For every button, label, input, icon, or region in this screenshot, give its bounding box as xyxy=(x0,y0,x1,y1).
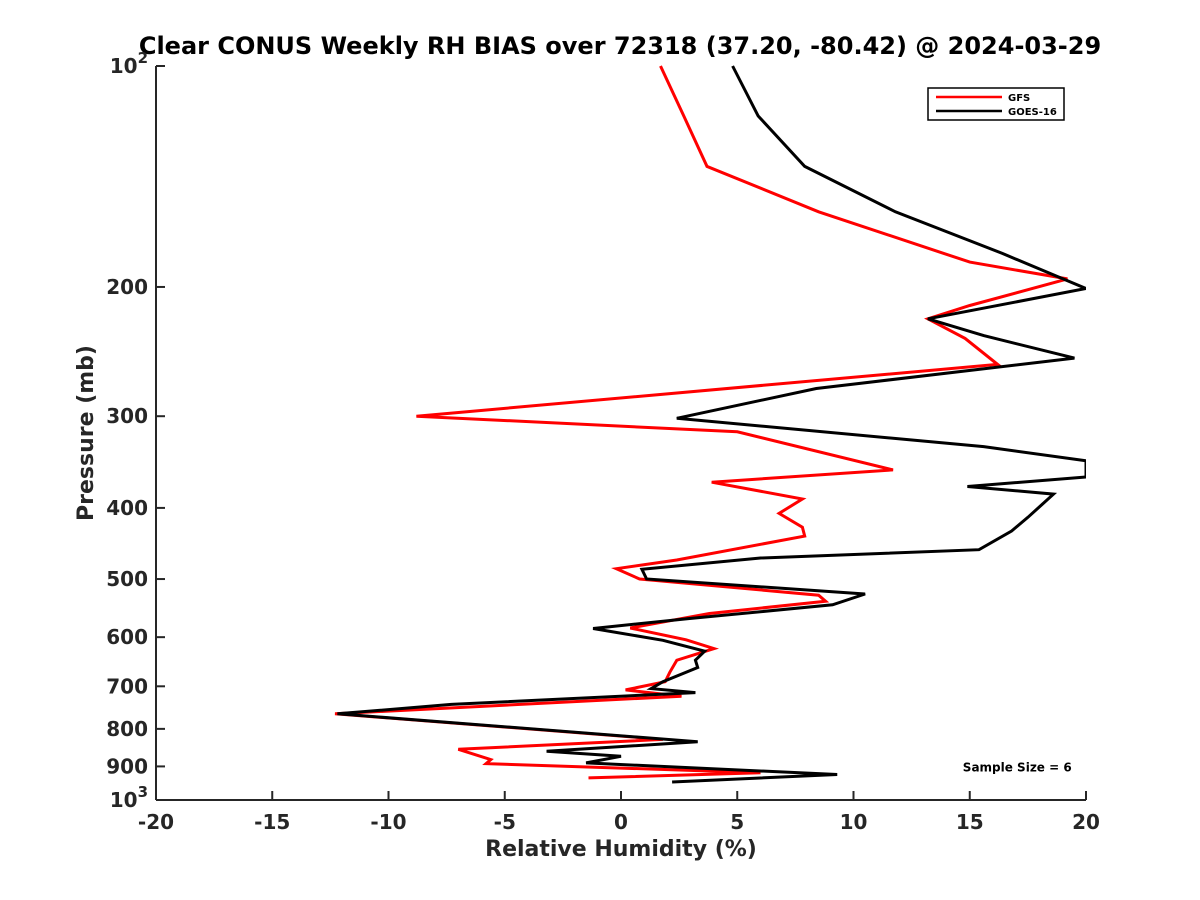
y-tick-label: 200 xyxy=(106,275,148,299)
y-tick-label: 400 xyxy=(106,496,148,520)
x-tick-label: 5 xyxy=(730,810,744,834)
y-tick-label: 900 xyxy=(106,754,148,778)
series-line-goes16 xyxy=(337,65,1086,784)
x-tick-label: 15 xyxy=(956,810,984,834)
y-tick-label: 800 xyxy=(106,717,148,741)
x-tick-label: 20 xyxy=(1072,810,1100,834)
chart-title: Clear CONUS Weekly RH BIAS over 72318 (3… xyxy=(139,32,1101,60)
x-ticks: -20 -15 -10 -5 0 5 10 15 20 xyxy=(138,791,1100,834)
y-tick-label: 500 xyxy=(106,567,148,591)
y-tick-label: 102 xyxy=(110,49,148,78)
x-tick-label: -15 xyxy=(254,810,290,834)
x-tick-label: -20 xyxy=(138,810,174,834)
x-tick-label: -10 xyxy=(370,810,406,834)
plot-lines xyxy=(334,65,1086,784)
y-tick-label: 700 xyxy=(106,674,148,698)
legend: GFS GOES-16 xyxy=(927,87,1065,121)
legend-label-goes16: GOES-16 xyxy=(1008,107,1057,118)
x-tick-label: 10 xyxy=(840,810,868,834)
series-line-gfs xyxy=(334,65,1068,780)
y-ticks: 102 200 300 400 500 600 700 800 900 103 xyxy=(106,49,165,812)
legend-box xyxy=(927,87,1065,121)
y-tick-label: 600 xyxy=(106,625,148,649)
x-tick-label: 0 xyxy=(614,810,628,834)
y-tick-label: 103 xyxy=(110,783,148,812)
y-tick-label: 300 xyxy=(106,404,148,428)
x-tick-label: -5 xyxy=(494,810,516,834)
axes xyxy=(155,66,1086,801)
x-axis-label: Relative Humidity (%) xyxy=(485,837,757,862)
y-axis-label: Pressure (mb) xyxy=(74,345,99,521)
sample-size-annotation: Sample Size = 6 xyxy=(963,760,1072,774)
legend-label-gfs: GFS xyxy=(1008,93,1030,104)
